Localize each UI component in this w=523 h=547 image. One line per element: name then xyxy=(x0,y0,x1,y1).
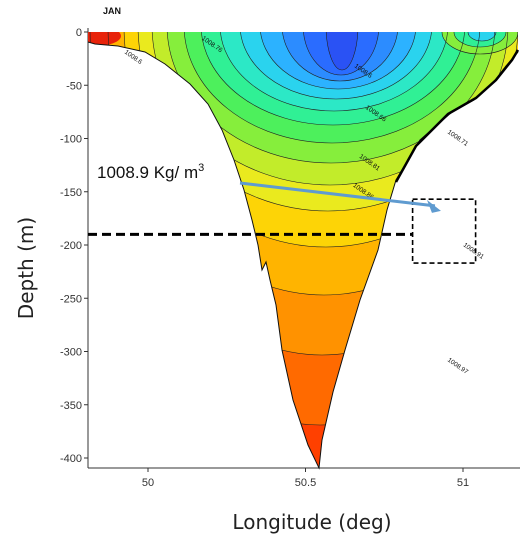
panel-title: JAN xyxy=(103,6,121,16)
y-tick-label: -250 xyxy=(60,293,82,305)
annotation-arrow-shaft xyxy=(239,181,436,208)
annotation-text: 1008.9 Kg/ m3 xyxy=(97,162,204,182)
y-tick-label: -50 xyxy=(66,80,82,92)
contour-label: 1008.97 xyxy=(446,357,470,376)
y-tick-label: -300 xyxy=(60,347,82,359)
density-contour-fill xyxy=(88,32,518,468)
y-tick-label: -100 xyxy=(60,134,82,146)
annotation-arrow-head xyxy=(426,199,441,213)
x-tick-label: 51 xyxy=(457,477,469,489)
y-axis-title: Depth (m) xyxy=(14,217,38,319)
x-axis-title: Longitude (deg) xyxy=(232,510,391,534)
y-tick-label: -150 xyxy=(60,187,82,199)
y-axis-ticks: 0 -50 -100 -150 -200 -250 -300 -350 -400 xyxy=(60,27,88,465)
annotation: 1008.9 Kg/ m3 xyxy=(88,162,477,264)
x-tick-label: 50.5 xyxy=(295,477,316,489)
y-tick-label: -400 xyxy=(60,453,82,465)
y-tick-label: -350 xyxy=(60,400,82,412)
x-tick-label: 50 xyxy=(142,477,154,489)
y-tick-label: -200 xyxy=(60,240,82,252)
contour-label: 1008.71 xyxy=(446,129,470,148)
y-tick-label: 0 xyxy=(76,27,82,39)
right-bank-line xyxy=(394,49,520,183)
highlight-box xyxy=(411,198,477,264)
contour-label: 1008.91 xyxy=(462,242,486,261)
